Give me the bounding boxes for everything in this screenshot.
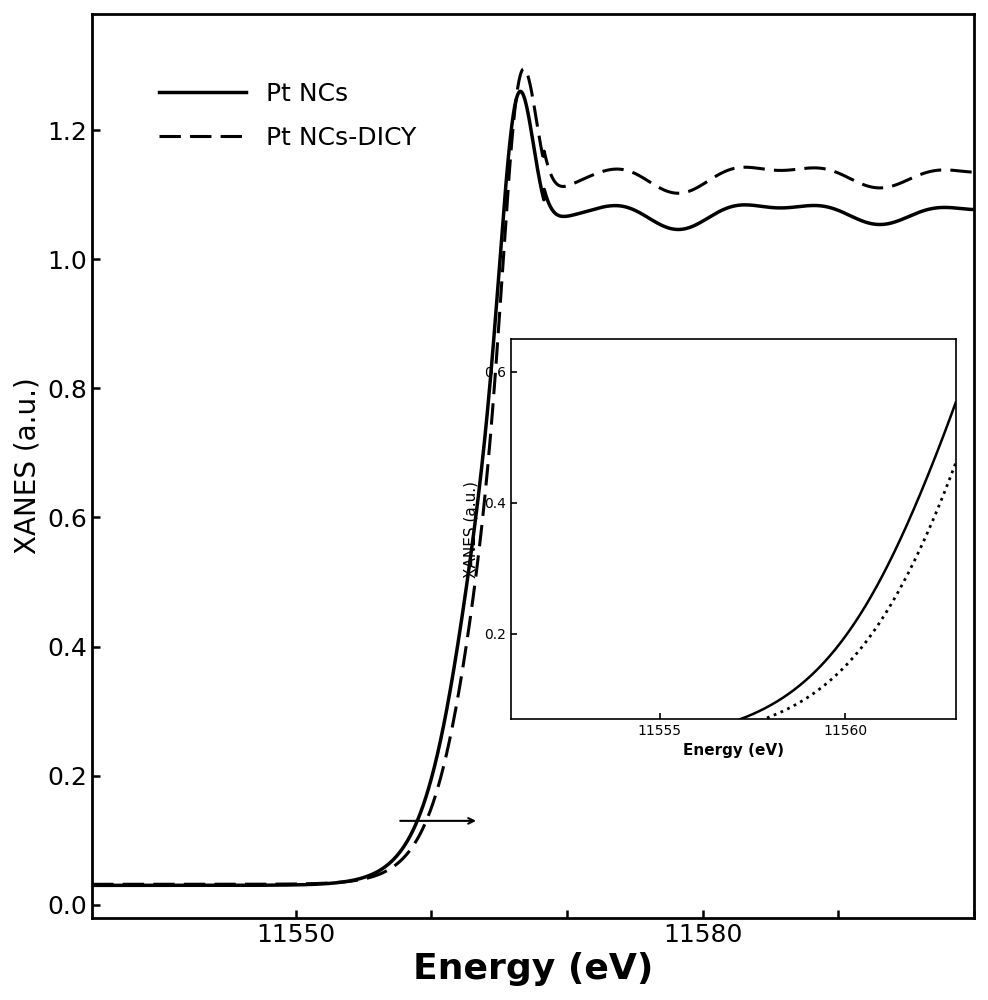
Pt NCs: [968, 204, 980, 216]
Pt NCs-DICY: [462, 624, 474, 636]
X-axis label: Energy (eV): Energy (eV): [413, 952, 653, 986]
Pt NCs: [239, 879, 251, 891]
Pt NCs-DICY: [518, 63, 530, 75]
Pt NCs-DICY: [968, 166, 980, 178]
Line: Pt NCs-DICY: Pt NCs-DICY: [92, 69, 974, 884]
Pt NCs-DICY: [951, 165, 963, 177]
Pt NCs-DICY: [187, 878, 199, 890]
Pt NCs: [187, 879, 199, 891]
Pt NCs: [86, 879, 98, 891]
Pt NCs: [515, 85, 527, 97]
Legend: Pt NCs, Pt NCs-DICY: Pt NCs, Pt NCs-DICY: [149, 72, 427, 160]
Pt NCs-DICY: [857, 178, 868, 190]
Line: Pt NCs: Pt NCs: [92, 91, 974, 885]
Pt NCs-DICY: [239, 878, 251, 890]
Pt NCs: [425, 776, 437, 788]
Y-axis label: XANES (a.u.): XANES (a.u.): [14, 377, 41, 554]
Pt NCs-DICY: [425, 805, 437, 817]
Pt NCs-DICY: [86, 878, 98, 890]
Pt NCs: [462, 565, 474, 577]
Pt NCs: [951, 202, 963, 214]
Pt NCs: [857, 215, 868, 227]
